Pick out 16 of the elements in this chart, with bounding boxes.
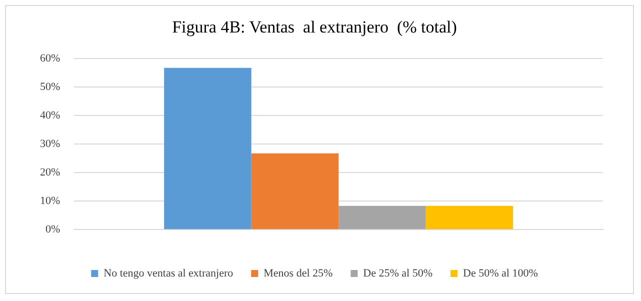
legend-label: De 25% al 50% (363, 267, 433, 280)
bar (426, 206, 514, 230)
bar (164, 68, 252, 230)
legend-label: Menos del 25% (264, 267, 333, 280)
y-tick-label: 40% (40, 109, 60, 122)
y-tick-label: 20% (40, 166, 60, 178)
bar (251, 153, 339, 230)
y-tick-label: 30% (40, 138, 60, 150)
bar (338, 206, 426, 230)
y-tick-label: 10% (40, 194, 60, 207)
y-tick-label: 0% (45, 223, 60, 236)
y-tick-label: 50% (40, 80, 60, 93)
chart-title: Figura 4B: Ventas al extranjero (% total) (172, 18, 457, 37)
legend-label: No tengo ventas al extranjero (104, 267, 234, 280)
legend-label: De 50% al 100% (463, 267, 538, 280)
y-tick-label: 60% (40, 52, 60, 64)
